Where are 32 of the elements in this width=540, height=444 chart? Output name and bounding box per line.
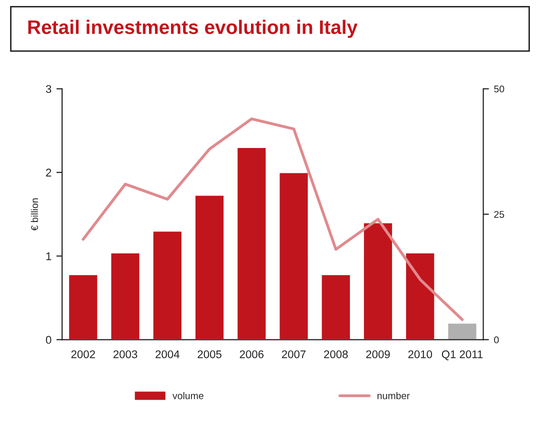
x-tick-label: 2006: [240, 350, 264, 358]
x-tick-label: 2007: [282, 350, 306, 358]
chart-title: Retail investments evolution in Italy: [28, 20, 358, 38]
bar: [320, 274, 352, 340]
x-tick-label: 2004: [156, 350, 180, 358]
x-tick-label: 2008: [324, 350, 348, 358]
bar: [236, 146, 268, 340]
legend-label: number: [378, 392, 410, 400]
y2-tick-label: 0: [494, 336, 499, 344]
x-tick-label: 2010: [408, 350, 432, 358]
legend-label: volume: [172, 392, 204, 400]
bar: [194, 194, 225, 340]
x-tick-label: Q1 2011: [442, 350, 483, 360]
x-tick-label: 2005: [198, 350, 222, 358]
line-series: [82, 118, 464, 321]
y2-tick-label: 25: [494, 210, 504, 218]
y-tick-label: 3: [46, 85, 52, 93]
y-tick-label: 2: [46, 168, 52, 176]
bar: [68, 274, 99, 340]
x-tick-label: 2002: [71, 350, 95, 358]
y-tick-label: 0: [46, 336, 52, 344]
y-axis-title: € billion: [30, 198, 38, 231]
bar: [404, 252, 436, 340]
y-tick-label: 1: [46, 252, 52, 260]
x-tick-label: 2003: [113, 350, 138, 358]
bar: [110, 252, 141, 340]
x-tick-label: 2009: [366, 350, 390, 358]
bar: [362, 222, 394, 340]
bar: [152, 230, 183, 340]
bar: [446, 322, 478, 340]
y2-tick-label: 50: [494, 86, 504, 92]
bar: [278, 172, 310, 340]
